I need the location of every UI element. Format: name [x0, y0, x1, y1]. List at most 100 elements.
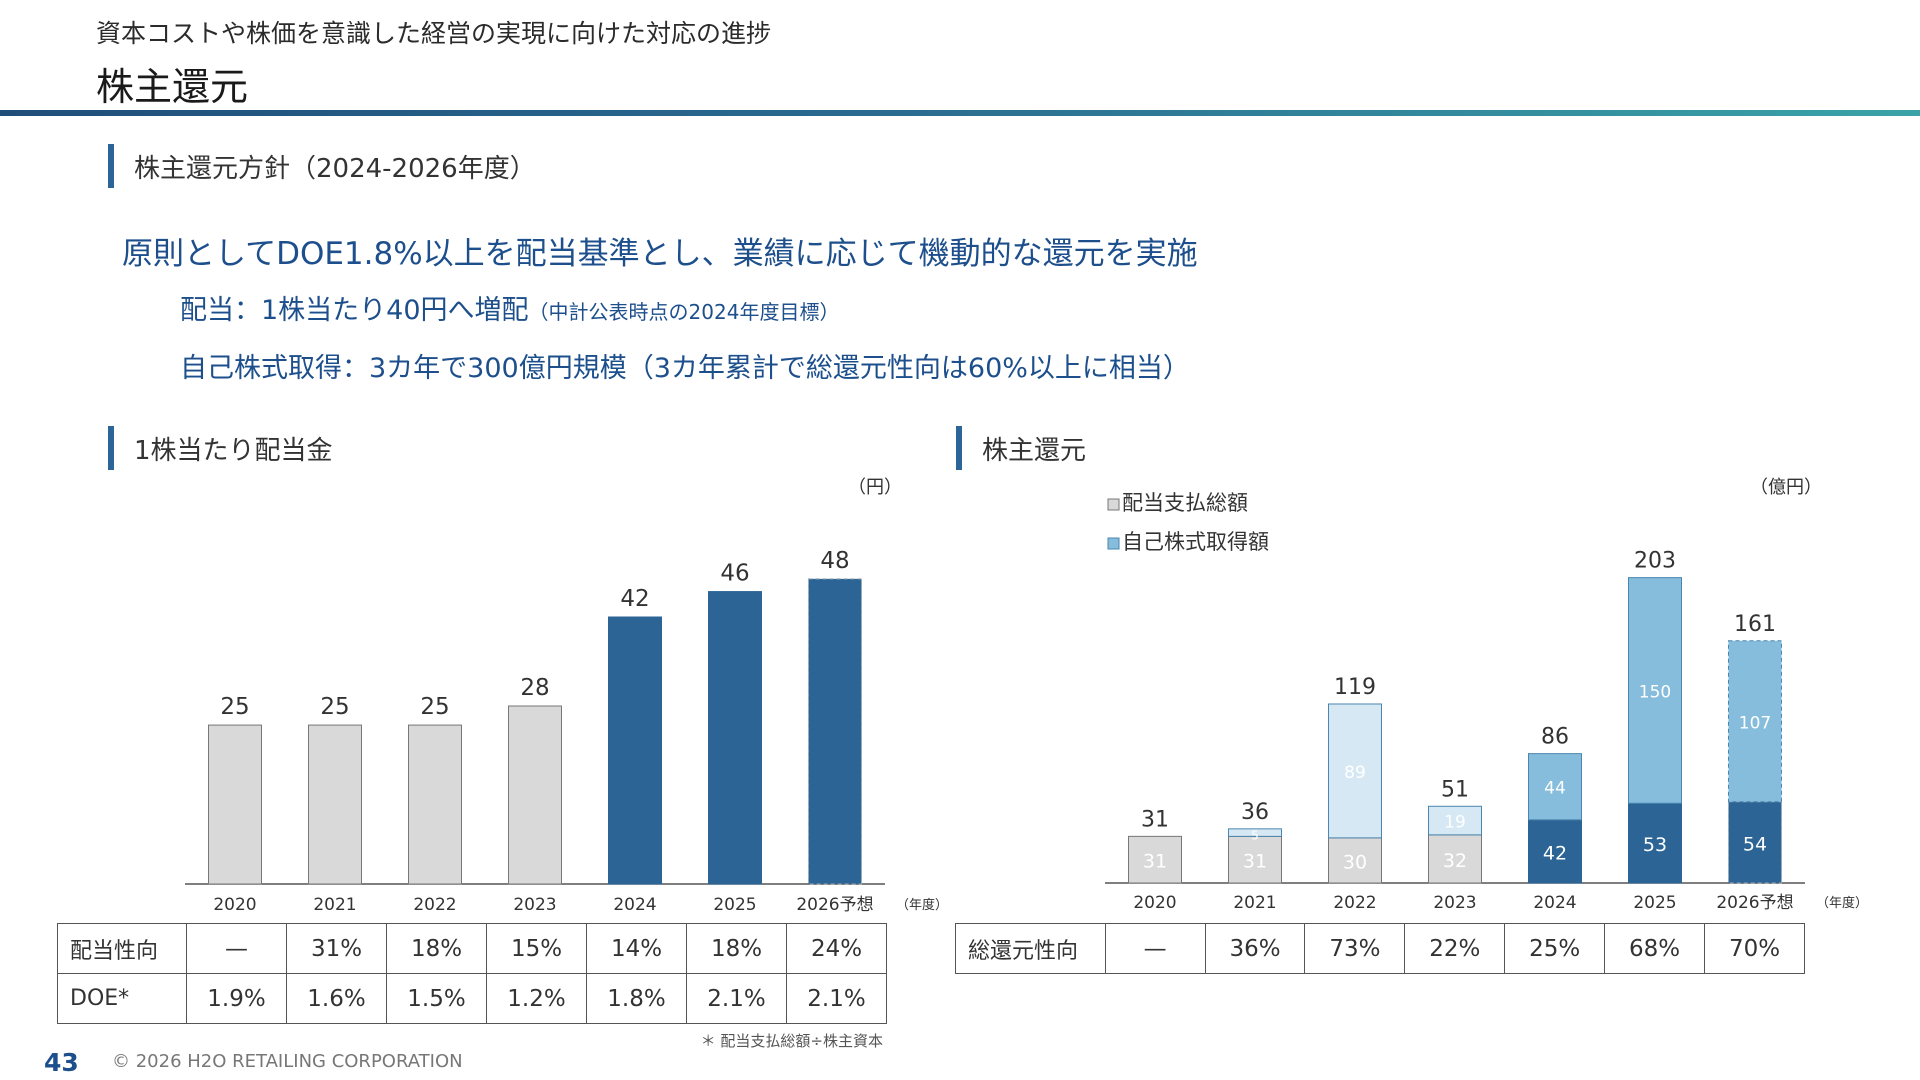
table-cell: 2.1% — [686, 973, 787, 1024]
x-tick-label: 2025 — [713, 895, 756, 915]
table-cell: 1.8% — [586, 973, 687, 1024]
doe-footnote: ＊ 配当支払総額÷株主資本 — [700, 1032, 883, 1050]
x-unit-label: （年度） — [1816, 895, 1868, 911]
dividend-segment-label: 42 — [1543, 842, 1567, 864]
total-value-label: 51 — [1441, 777, 1469, 802]
x-tick-label: 2020 — [213, 895, 256, 915]
table-row: 総還元性向 —36% 73% 22% 25% 68% 70% — [955, 923, 1805, 974]
policy-dividend-text: 配当：1株当たり40円へ増配 — [180, 295, 529, 326]
table-cell: 31% — [286, 923, 387, 974]
policy-buyback-text: 自己株式取得：3カ年で300億円規模（3カ年累計で総還元性向は60%以上に相当） — [180, 353, 1190, 384]
dps-value-label: 28 — [520, 675, 549, 701]
x-unit-label: （年度） — [896, 897, 948, 913]
dividend-segment-label: 53 — [1643, 834, 1667, 856]
dividend-total-segment — [1428, 834, 1482, 884]
legend-swatch-buyback — [1107, 537, 1120, 550]
policy-main-text: 原則としてDOE1.8%以上を配当基準とし、業績に応じて機動的な還元を実施 — [122, 236, 1198, 272]
return-section-heading: 株主還元 — [956, 426, 1086, 470]
dps-bar — [508, 705, 562, 885]
x-tick-label: 2022 — [1333, 893, 1376, 913]
policy-section-title: 株主還元方針（2024-2026年度） — [134, 153, 536, 184]
table-cell: 2.1% — [786, 973, 887, 1024]
total-value-label: 161 — [1734, 612, 1776, 637]
buyback-segment — [1228, 828, 1282, 837]
page-subtitle: 資本コストや株価を意識した経営の実現に向けた対応の進捗 — [96, 19, 772, 48]
table-cell: 18% — [386, 923, 487, 974]
x-tick-label: 2024 — [1533, 893, 1576, 913]
buyback-segment-label: 150 — [1639, 682, 1671, 702]
row-label: 総還元性向 — [955, 923, 1106, 974]
table-cell: 73% — [1304, 923, 1406, 974]
table-cell: 22% — [1404, 923, 1506, 974]
x-tick-label: 2021 — [313, 895, 356, 915]
dps-bar — [708, 591, 762, 885]
dividend-total-segment — [1128, 835, 1182, 884]
buyback-segment-label: 44 — [1544, 779, 1566, 799]
total-value-label: 119 — [1334, 675, 1376, 700]
dps-bar — [608, 616, 662, 885]
total-value-label: 86 — [1541, 725, 1569, 750]
policy-dividend-note: （中計公表時点の2024年度目標） — [528, 300, 840, 324]
dps-section-title: 1株当たり配当金 — [134, 435, 333, 466]
table-cell: 24% — [786, 923, 887, 974]
total-value-label: 36 — [1241, 800, 1269, 825]
table-row: 配当性向 —31% 18% 15% 14% 18% 24% — [57, 923, 887, 974]
dps-bar — [408, 724, 462, 885]
dps-value-label: 25 — [420, 694, 449, 720]
total-value-label: 203 — [1634, 549, 1676, 574]
x-tick-label: 2021 — [1233, 893, 1276, 913]
legend-label: 配当支払総額 — [1122, 491, 1248, 515]
dividend-segment-label: 30 — [1343, 851, 1367, 873]
header-divider — [0, 110, 1920, 116]
payout-doe-table: 配当性向 —31% 18% 15% 14% 18% 24% DOE* 1.9% 1.6% 1.5% 1… — [57, 923, 887, 1024]
section-marker — [108, 144, 114, 188]
dividend-total-segment — [1628, 802, 1682, 884]
table-cell: 1.6% — [286, 973, 387, 1024]
dps-bar — [308, 724, 362, 885]
table-cell: 68% — [1604, 923, 1706, 974]
section-marker — [956, 426, 962, 470]
dividend-total-segment — [1528, 819, 1582, 884]
x-tick-label: 2024 — [613, 895, 656, 915]
table-cell: 36% — [1204, 923, 1306, 974]
dividend-segment-label: 31 — [1243, 851, 1267, 873]
policy-dividend-line: 配当：1株当たり40円へ増配（中計公表時点の2024年度目標） — [180, 288, 839, 327]
table-cell: 70% — [1704, 923, 1805, 974]
table-cell: 25% — [1504, 923, 1606, 974]
x-tick-label: 2023 — [513, 895, 556, 915]
x-tick-label: 2020 — [1133, 893, 1176, 913]
buyback-segment — [1528, 753, 1582, 821]
copyright: © 2026 H2O RETAILING CORPORATION — [112, 1051, 463, 1072]
legend-swatch-dividend — [1107, 498, 1120, 511]
dps-section-heading: 1株当たり配当金 — [108, 426, 333, 470]
dps-value-label: 46 — [720, 561, 749, 587]
unit-label: （億円） — [1750, 477, 1822, 498]
dps-value-label: 48 — [820, 548, 849, 574]
dividend-per-share-chart: （円） 25 2020 25 2021 25 2022 28 2023 42 2024 46 2025 4… — [185, 477, 948, 915]
buyback-segment-label: 107 — [1739, 713, 1771, 733]
dividend-segment-label: 31 — [1143, 851, 1167, 873]
x-tick-label: 2026予想 — [796, 895, 873, 915]
dividend-total-segment — [1228, 835, 1282, 884]
dps-value-label: 42 — [620, 586, 649, 612]
page-title: 株主還元 — [96, 65, 249, 109]
buyback-segment — [1628, 577, 1682, 804]
dps-bar — [808, 578, 862, 885]
table-cell: 15% — [486, 923, 587, 974]
section-marker — [108, 426, 114, 470]
dividend-segment-label: 32 — [1443, 850, 1467, 872]
return-section-title: 株主還元 — [982, 435, 1087, 466]
table-cell: — — [1104, 923, 1206, 974]
policy-section-heading: 株主還元方針（2024-2026年度） — [108, 144, 536, 188]
dps-bar — [208, 724, 262, 885]
x-tick-label: 2025 — [1633, 893, 1676, 913]
buyback-segment — [1328, 703, 1382, 839]
buyback-segment-label: 89 — [1344, 763, 1366, 783]
total-value-label: 31 — [1141, 807, 1169, 832]
page-number: 43 — [44, 1048, 79, 1077]
buyback-segment-label: 5 — [1251, 829, 1259, 843]
row-label: DOE* — [57, 973, 187, 1024]
table-cell: 1.2% — [486, 973, 587, 1024]
dividend-segment-label: 54 — [1743, 833, 1767, 855]
